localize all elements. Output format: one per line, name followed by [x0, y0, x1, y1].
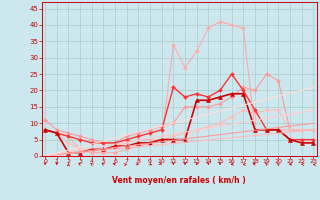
- X-axis label: Vent moyen/en rafales ( km/h ): Vent moyen/en rafales ( km/h ): [112, 176, 246, 185]
